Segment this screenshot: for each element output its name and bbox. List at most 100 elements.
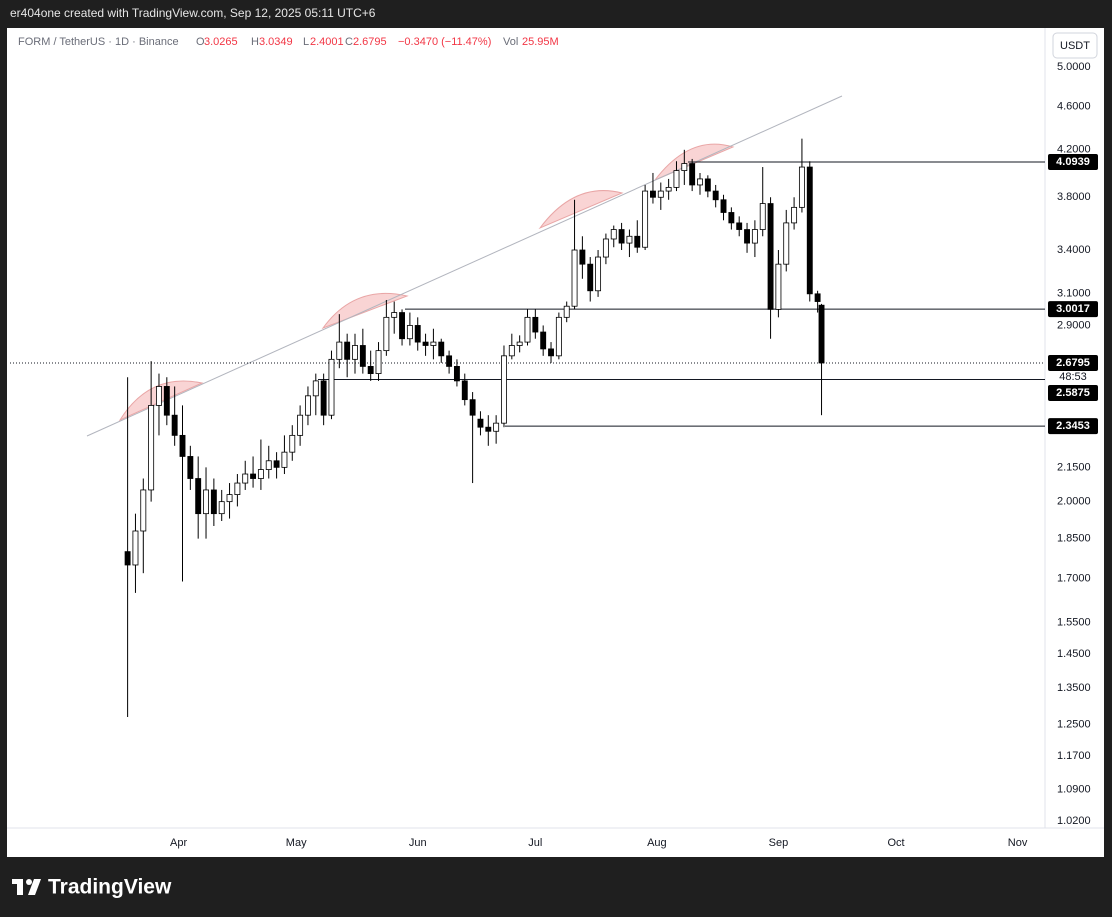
candle-body: [289, 434, 296, 453]
candle-body: [508, 345, 515, 357]
candle-body: [548, 348, 554, 357]
price-label-box: [1048, 418, 1098, 435]
candle-body: [156, 386, 162, 406]
candle-body: [665, 186, 672, 192]
candle-body: [673, 170, 680, 188]
y-tick-label: 3.1000: [1057, 288, 1091, 300]
x-tick-label: May: [286, 837, 307, 849]
candle-body: [163, 386, 170, 416]
candle-body: [681, 163, 688, 171]
candle-body: [728, 212, 735, 224]
candle-body: [273, 460, 280, 468]
candle-body: [712, 190, 719, 201]
legend-label: O: [196, 36, 205, 48]
highlight-arc: [538, 190, 624, 230]
x-tick-label: Aug: [647, 837, 667, 849]
candle-body: [297, 414, 304, 436]
candle-body: [791, 206, 798, 224]
candle-body: [540, 331, 547, 350]
candle-body: [532, 316, 539, 333]
candle-body: [657, 190, 664, 198]
candle-body: [312, 380, 319, 397]
last-price-label: 2.6795: [1056, 357, 1090, 369]
candle-body: [775, 263, 782, 310]
candle-body: [218, 501, 225, 515]
candle-body: [818, 304, 825, 364]
candle-body: [179, 434, 186, 457]
symbol-title: FORM / TetherUS · 1D · Binance: [18, 36, 179, 48]
price-label-box: [1048, 384, 1098, 401]
x-tick-label: Nov: [1008, 837, 1028, 849]
candle-body: [257, 469, 264, 479]
candle-body: [571, 249, 578, 307]
legend-value: 3.0265: [204, 36, 238, 48]
y-tick-label: 2.0000: [1057, 496, 1091, 508]
candle-body: [242, 473, 249, 484]
candle-body: [806, 166, 813, 295]
candle-body: [461, 380, 468, 401]
candle-body: [391, 312, 398, 318]
brand: TradingView: [48, 876, 172, 899]
candle-body: [563, 305, 570, 318]
candle-body: [171, 414, 178, 436]
candle-body: [610, 229, 617, 240]
y-tick-label: 3.8000: [1057, 191, 1091, 203]
candle-body: [555, 316, 562, 357]
candle-body: [226, 494, 233, 503]
candle-body: [414, 325, 421, 343]
candle-body: [736, 222, 743, 230]
y-tick-label: 1.1700: [1057, 750, 1091, 762]
candle-body: [265, 460, 272, 470]
y-tick-label: 4.6000: [1057, 101, 1091, 113]
candle-body: [587, 263, 594, 292]
x-tick-label: Apr: [170, 837, 187, 849]
level-label: 4.0939: [1056, 156, 1090, 168]
candle-body: [234, 482, 241, 495]
y-tick-label: 1.3500: [1057, 682, 1091, 694]
candle-body: [250, 473, 257, 479]
candle-body: [140, 489, 147, 532]
legend-label: C: [345, 36, 353, 48]
candle-body: [430, 341, 437, 346]
x-tick-label: Oct: [887, 837, 904, 849]
candle-body: [642, 190, 649, 248]
currency-button[interactable]: [1052, 32, 1098, 59]
y-tick-label: 1.4500: [1057, 648, 1091, 660]
candle-body: [453, 366, 460, 382]
candle-body: [148, 405, 155, 491]
legend-label: Vol: [503, 36, 518, 48]
candle-body: [634, 235, 641, 248]
candle-body: [320, 380, 327, 416]
candle-body: [406, 325, 413, 340]
trend-line: [86, 95, 843, 437]
candle-body: [281, 451, 288, 468]
candle-body: [602, 238, 609, 258]
candle-body: [744, 229, 750, 244]
candle-body: [305, 395, 311, 416]
candle-body: [579, 249, 586, 265]
candle-body: [477, 418, 484, 428]
candle-body: [469, 399, 476, 416]
candle-body: [195, 478, 202, 515]
level-label: 2.3453: [1056, 420, 1090, 432]
price-label-box: [1048, 301, 1098, 318]
candle-body: [203, 489, 209, 515]
candle-body: [704, 178, 711, 192]
y-tick-label: 2.9000: [1057, 319, 1091, 331]
candle-body: [132, 530, 139, 566]
candle-body: [501, 355, 507, 424]
candle-body: [720, 199, 727, 213]
y-tick-label: 1.2500: [1057, 718, 1091, 730]
candle-body: [524, 316, 531, 343]
candle-body: [328, 358, 335, 416]
x-tick-label: Sep: [769, 837, 789, 849]
candle-body: [438, 341, 445, 357]
candle-body: [493, 422, 500, 432]
y-tick-label: 1.0900: [1057, 783, 1091, 795]
candle-body: [814, 293, 821, 302]
legend-change: −0.3470 (−11.47%): [398, 36, 491, 48]
currency[interactable]: USDT: [1060, 40, 1090, 52]
candle-body: [344, 341, 351, 360]
